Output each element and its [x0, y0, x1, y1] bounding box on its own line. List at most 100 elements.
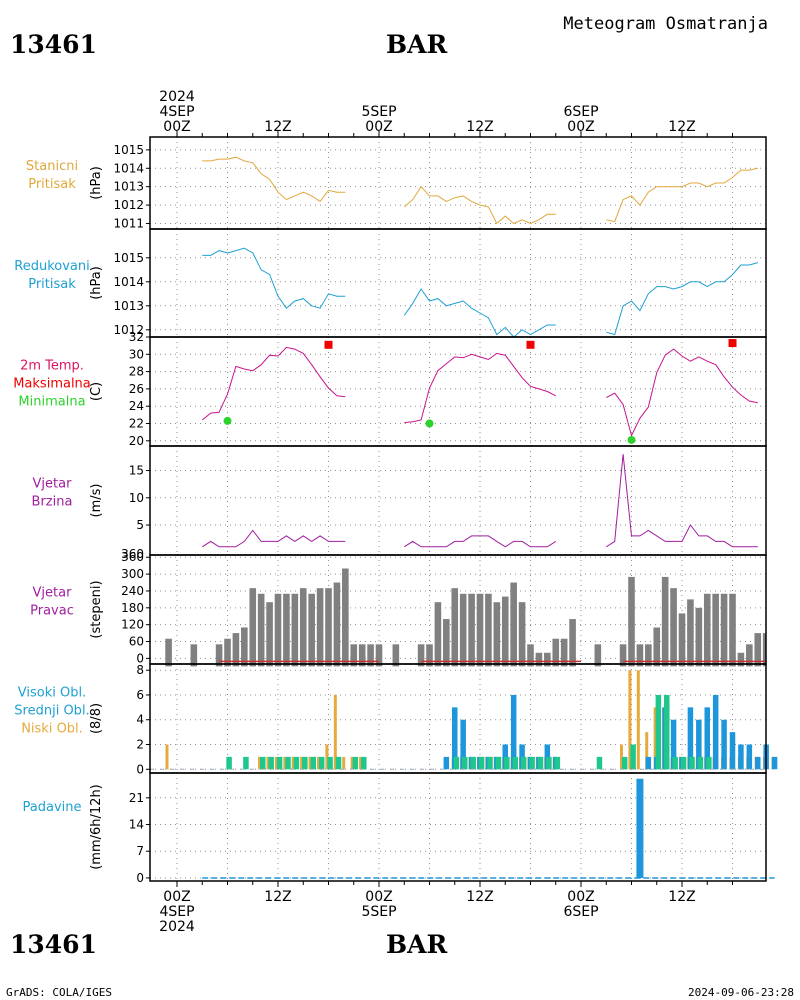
cloud-low-bar [359, 756, 363, 770]
cloud-mid-bar [318, 756, 325, 770]
time-label-top: 00Z [365, 119, 392, 135]
panel-label: Niski Obl. [21, 722, 83, 737]
panel-label: Maksimalna [13, 377, 91, 392]
wind-direction-bar [560, 638, 568, 667]
y-axis-label: (8/8) [89, 703, 104, 734]
panel-label: Vjetar [33, 586, 73, 601]
wind-direction-bar [476, 593, 484, 667]
y-axis-label: (stepeni) [89, 580, 104, 638]
cloud-high-bar [721, 719, 727, 770]
cloud-low-bar [628, 670, 632, 770]
cloud-high-bar [696, 719, 702, 770]
time-label-bottom: 5SEP [361, 904, 396, 920]
y-axis-label: (mm/6h/12h) [89, 784, 104, 870]
wind-direction-bar [375, 644, 383, 667]
cloud-mid-bar [520, 756, 527, 770]
y-tick-label: 24 [129, 399, 144, 413]
time-label-top: 00Z [567, 119, 594, 135]
wind-direction-bar [619, 644, 627, 667]
wind-direction-bar [737, 652, 745, 667]
panel-label: Srednji Obl. [14, 704, 89, 719]
wind-direction-bar [241, 627, 248, 667]
wind-direction-bar [274, 593, 282, 667]
cloud-mid-bar [655, 694, 662, 770]
wind-direction-bar [299, 588, 307, 667]
cloud-low-bar [636, 670, 640, 770]
wind-direction-bar [468, 593, 475, 667]
cloud-mid-bar [537, 756, 544, 770]
cloud-mid-bar [470, 756, 476, 770]
cloud-high-bar [645, 756, 652, 770]
y-tick-label: 8 [136, 663, 144, 677]
cloud-mid-bar [268, 756, 274, 770]
panel-label: Stanicni [26, 159, 78, 174]
cloud-high-bar [746, 744, 753, 770]
cloud-high-bar [729, 732, 736, 770]
time-label-bottom: 2024 [159, 919, 195, 935]
chart-title: Meteogram Osmatranja [563, 14, 768, 34]
time-label-top: 12Z [668, 119, 695, 135]
wind-direction-bar [308, 593, 315, 667]
cloud-low-bar [258, 756, 262, 770]
wind-direction-bar [291, 593, 299, 667]
wind-direction-bar [224, 638, 231, 667]
panel-label: Vjetar [33, 477, 73, 492]
series-line [202, 247, 346, 309]
wind-direction-bar [552, 638, 560, 667]
tmin-marker [425, 419, 434, 428]
time-label-top: 12Z [466, 119, 493, 135]
panel-frame [149, 228, 767, 338]
cloud-mid-bar [352, 756, 359, 770]
y-tick-label: 26 [129, 382, 144, 396]
station-name-bottom: BAR [386, 930, 448, 959]
cloud-low-bar [350, 756, 354, 770]
wind-direction-bar [569, 619, 576, 667]
wind-direction-bar [535, 652, 543, 667]
wind-direction-bar [670, 588, 677, 667]
cloud-high-bar [738, 744, 744, 770]
cloud-mid-bar [478, 756, 485, 770]
wind-direction-bar [527, 644, 534, 667]
cloud-mid-bar [361, 756, 367, 770]
cloud-mid-bar [706, 756, 712, 770]
cloud-mid-bar [327, 756, 333, 770]
y-tick-label: 360 [121, 550, 144, 564]
y-tick-label: 180 [121, 601, 144, 615]
cloud-low-bar [283, 756, 287, 770]
y-tick-label: 0 [136, 762, 144, 776]
wind-direction-bar [501, 596, 509, 667]
wind-direction-bar [510, 582, 517, 667]
y-tick-label: 21 [129, 791, 144, 805]
y-tick-label: 5 [136, 518, 144, 532]
wind-direction-bar [754, 633, 762, 667]
wind-direction-bar [687, 599, 694, 667]
cloud-high-bar [460, 719, 466, 770]
wind-direction-bar [451, 588, 459, 667]
cloud-low-bar [325, 744, 329, 770]
y-tick-label: 1012 [113, 198, 144, 212]
cloud-mid-bar [689, 756, 695, 770]
y-tick-label: 30 [129, 347, 144, 361]
cloud-high-bar [687, 707, 694, 770]
cloud-low-bar [165, 744, 169, 770]
y-tick-label: 22 [129, 417, 144, 431]
tmax-marker [728, 339, 737, 348]
cloud-low-bar [619, 744, 623, 770]
cloud-mid-bar [226, 756, 232, 770]
time-label-bottom: 12Z [466, 889, 493, 905]
time-label-bottom: 00Z [163, 889, 190, 905]
wind-direction-bar [720, 593, 728, 667]
panel-label: 2m Temp. [20, 359, 84, 374]
station-name-top: BAR [386, 30, 448, 59]
time-label-bottom: 00Z [567, 889, 594, 905]
cloud-mid-bar [302, 756, 308, 770]
panel-label: Minimalna [18, 395, 85, 410]
time-label-bottom: 4SEP [159, 904, 194, 920]
y-tick-label: 1015 [113, 251, 144, 265]
wind-direction-bar [636, 644, 644, 667]
y-axis-label: (C) [89, 382, 104, 401]
cloud-mid-bar [310, 756, 317, 770]
y-axis-label: (m/s) [89, 484, 104, 518]
y-tick-label: 20 [129, 434, 144, 448]
